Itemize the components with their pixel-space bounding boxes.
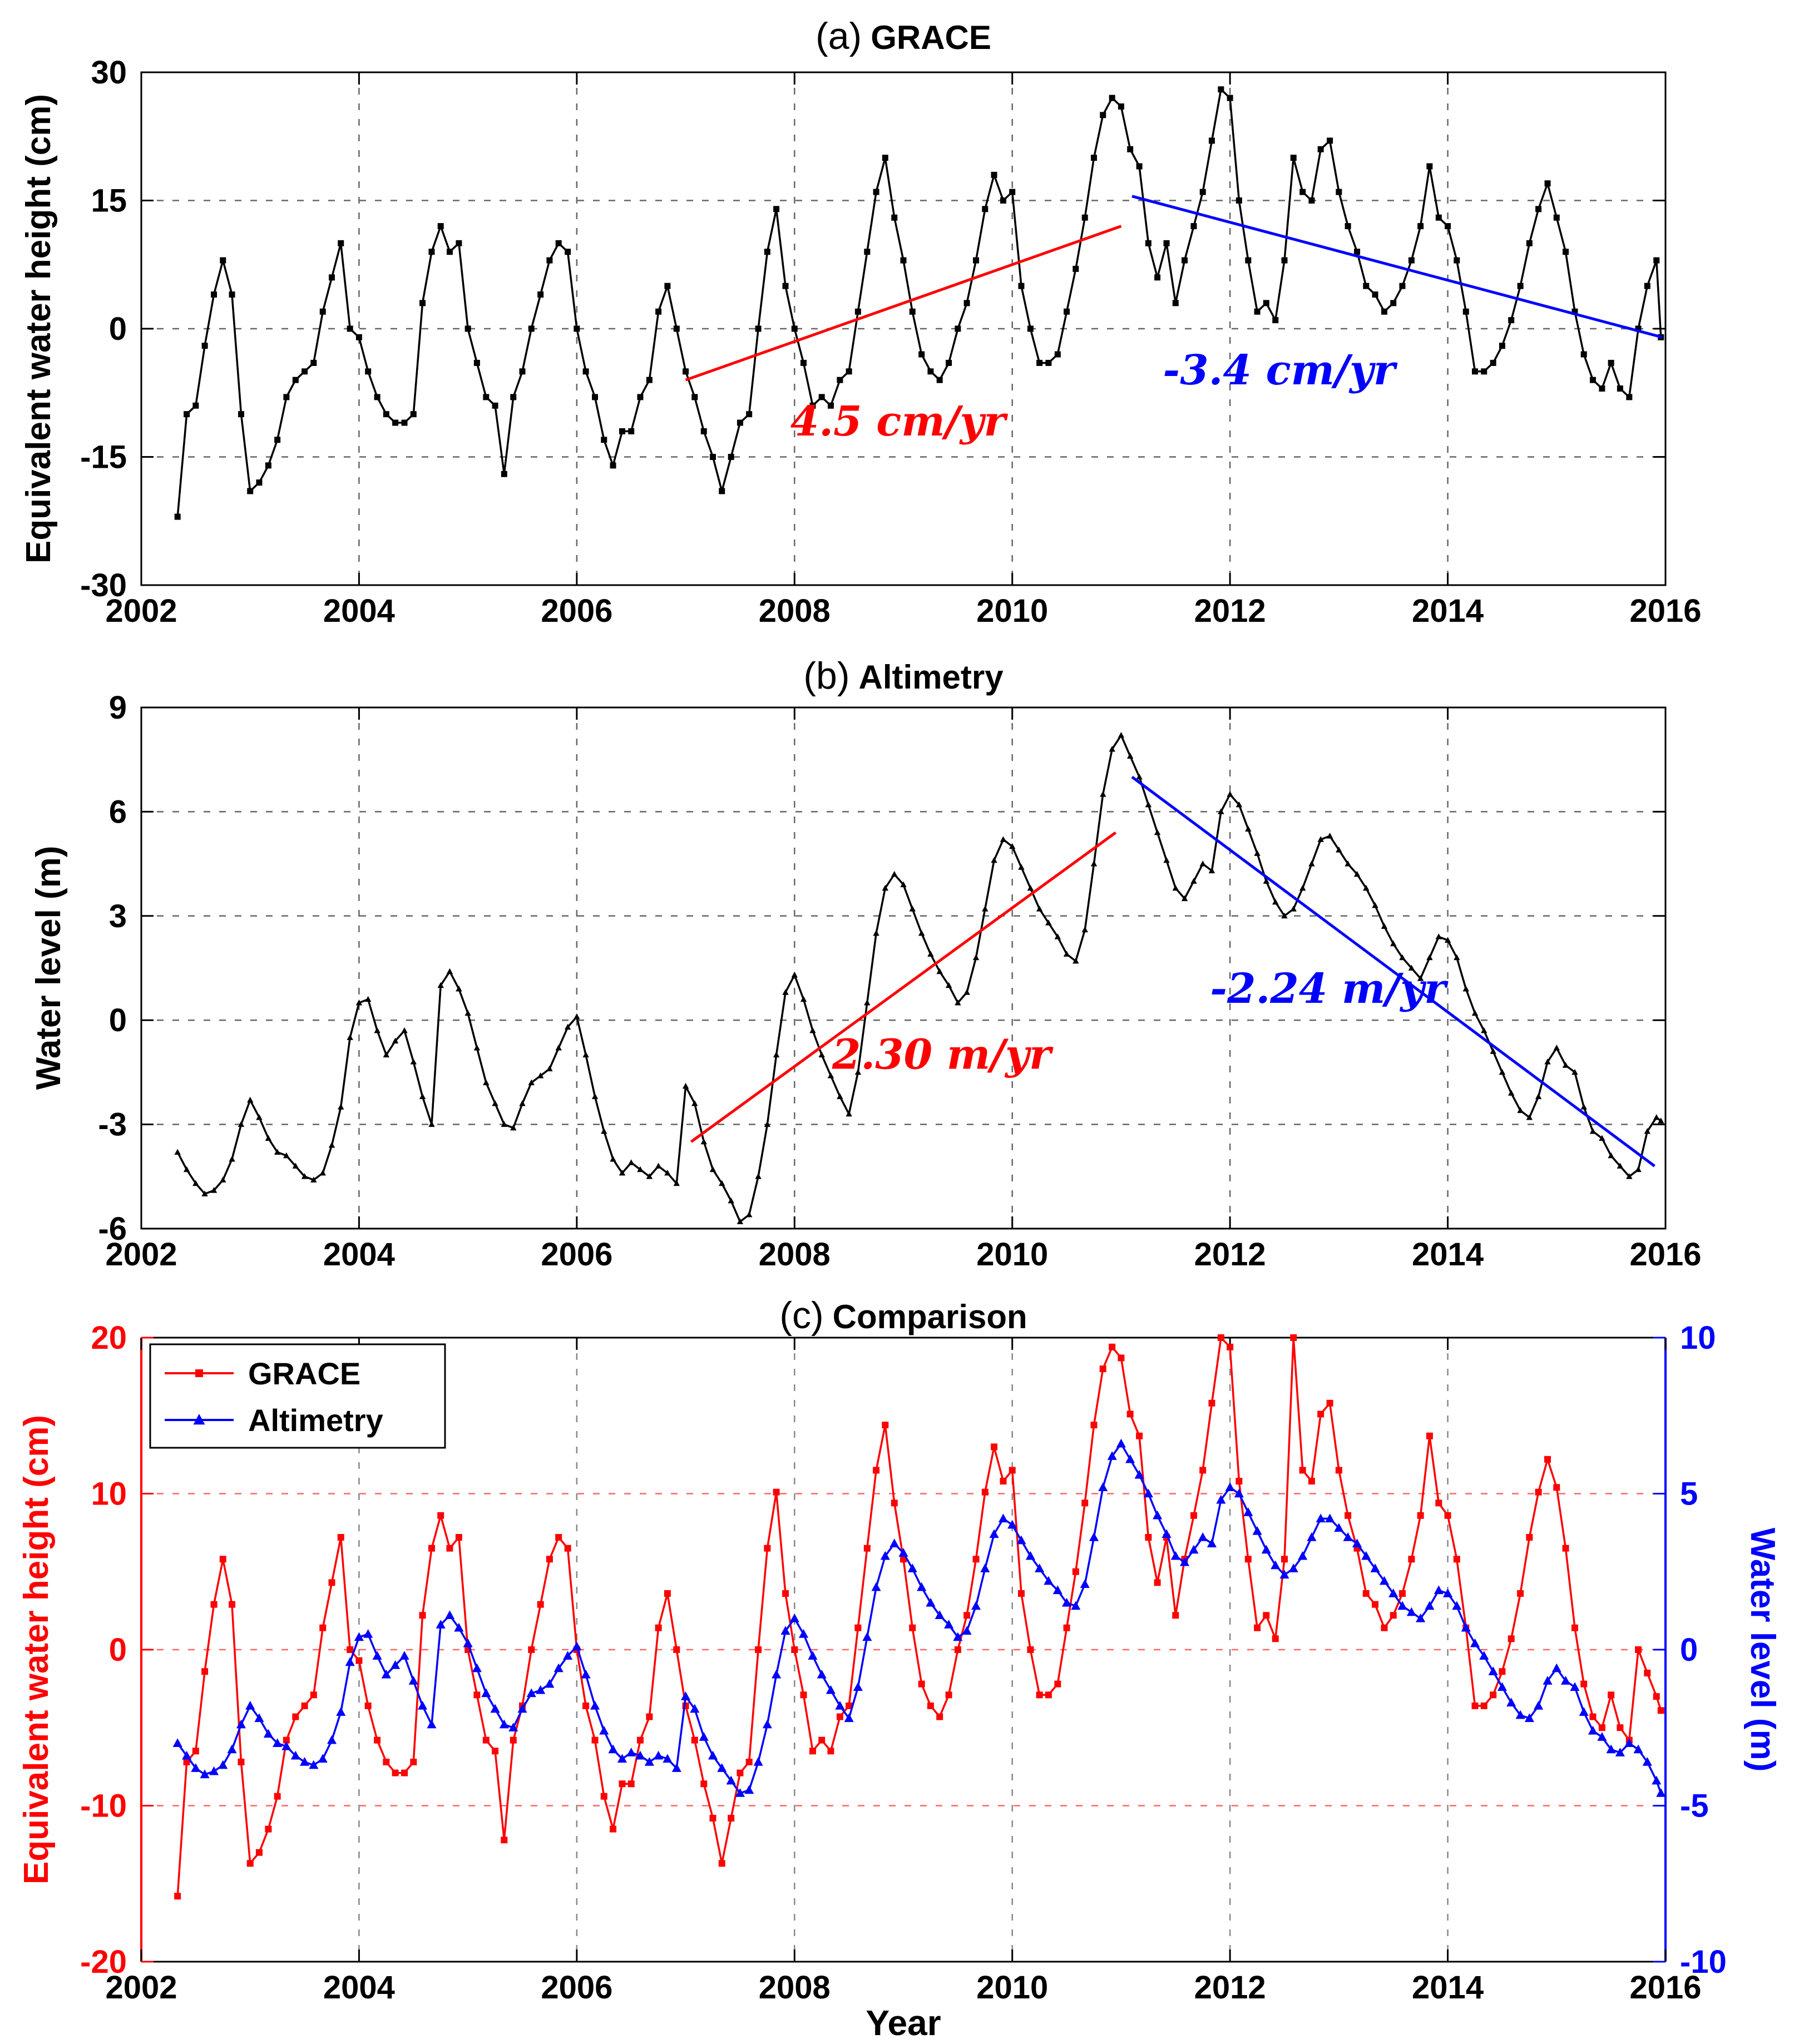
trend-line-0: 2.30 m/yr [690,831,1117,1143]
trend-label-1: -3.4 cm/yr [1163,347,1398,394]
svg-text:2016: 2016 [1629,1236,1701,1273]
panel-a-plot: 2002 2004 2006 2008 2010 2012 2014 2016 -30 -15 0 1… [80,55,1701,629]
svg-text:2008: 2008 [759,1236,831,1273]
svg-text:2004: 2004 [323,1969,395,2006]
svg-text:9: 9 [109,690,127,726]
legend-label-grace: GRACE [248,1356,360,1391]
svg-text:-3: -3 [98,1107,127,1143]
svg-text:2002: 2002 [105,1236,177,1273]
trend-line-0: 4.5 cm/yr [685,225,1122,446]
trend-line-1: -2.24 m/yr [1131,775,1655,1167]
legend-label-altimetry: Altimetry [248,1403,383,1438]
svg-text:-20: -20 [80,1944,127,1980]
svg-text:2016: 2016 [1629,593,1701,629]
trend-label-1: -2.24 m/yr [1210,965,1449,1013]
panel-c-title: (c) Comparison [141,1294,1665,1337]
plot-frame [140,706,1667,1230]
svg-text:2014: 2014 [1412,593,1484,629]
trend-line-1: -3.4 cm/yr [1131,195,1663,394]
svg-text:-15: -15 [80,439,127,476]
svg-text:5: 5 [1680,1476,1698,1512]
trend-label-0: 4.5 cm/yr [790,398,1009,446]
panel-c-left-ylabel: Equivalent water height (cm) [17,1414,56,1885]
svg-text:10: 10 [1680,1320,1716,1356]
tick-labels: 2002 2004 2006 2008 2010 2012 2014 2016 -30 -15 0 1… [80,55,1701,629]
svg-text:2008: 2008 [759,593,831,629]
panel-b-title-prefix: (b) [803,655,850,697]
svg-text:2006: 2006 [541,1236,612,1273]
svg-text:10: 10 [91,1476,127,1512]
svg-text:30: 30 [91,55,127,91]
panel-a-title-name: GRACE [871,19,991,56]
trend-label-0: 2.30 m/yr [832,1031,1054,1079]
gridlines [141,707,1665,1229]
panel-a-ylabel: Equivalent water height (cm) [19,93,58,564]
altimetry-series [172,1438,1666,1797]
svg-text:2002: 2002 [105,593,177,629]
panel-a-title: (a) GRACE [141,14,1665,58]
svg-text:0: 0 [109,1002,127,1038]
gridlines [141,72,1665,585]
altimetry-series [174,731,1664,1225]
svg-text:0: 0 [109,311,127,347]
svg-text:0: 0 [109,1632,127,1668]
svg-text:2016: 2016 [1629,1969,1701,2006]
svg-text:2014: 2014 [1412,1236,1484,1273]
svg-text:-6: -6 [98,1211,127,1247]
svg-text:2006: 2006 [541,593,612,629]
svg-text:2008: 2008 [759,1969,831,2006]
panel-c-plot: 2002 2004 2006 2008 2010 2012 2014 2016-20-1001… [80,1320,1727,2006]
svg-text:20: 20 [91,1320,127,1356]
svg-text:2012: 2012 [1194,1236,1266,1273]
axis-ticks [140,706,1667,1230]
panel-a-title-prefix: (a) [816,15,862,57]
svg-text:-10: -10 [80,1788,127,1824]
svg-text:6: 6 [109,794,127,830]
svg-text:-30: -30 [80,567,127,603]
svg-text:2004: 2004 [323,593,395,629]
tick-labels: 2002 2004 2006 2008 2010 2012 2014 2016-20-1001… [80,1320,1727,2006]
svg-text:3: 3 [109,898,127,934]
svg-text:2010: 2010 [976,593,1048,629]
svg-text:2010: 2010 [976,1969,1048,2006]
panel-b-title-name: Altimetry [858,659,1004,696]
axis-ticks [140,71,1667,586]
panel-b-title: (b) Altimetry [141,654,1665,697]
svg-text:15: 15 [91,183,127,219]
panel-b-plot: 2002 2004 2006 2008 2010 2012 2014 2016 -6 -3 0 3 6 9… [98,690,1701,1273]
panel-b-ylabel: Water level (m) [29,845,68,1090]
svg-text:-10: -10 [1680,1944,1727,1980]
legend: GRACE Altimetry [149,1343,446,1449]
x-axis-label: Year [866,2003,941,2043]
panel-c-title-prefix: (c) [779,1294,824,1337]
svg-text:2012: 2012 [1194,1969,1266,2006]
svg-text:2006: 2006 [541,1969,612,2006]
svg-text:2014: 2014 [1412,1969,1484,2006]
svg-text:2010: 2010 [976,1236,1048,1273]
svg-text:2004: 2004 [323,1236,395,1273]
svg-text:2002: 2002 [105,1969,177,2006]
tick-labels: 2002 2004 2006 2008 2010 2012 2014 2016 -6 -3 0 3 6 9 [98,690,1701,1273]
svg-text:-5: -5 [1680,1788,1709,1824]
panel-c-right-ylabel: Water level (m) [1743,1527,1782,1772]
svg-text:2012: 2012 [1194,593,1266,629]
grace-series [174,86,1664,520]
svg-text:0: 0 [1680,1632,1698,1668]
panel-c-title-name: Comparison [832,1298,1027,1335]
